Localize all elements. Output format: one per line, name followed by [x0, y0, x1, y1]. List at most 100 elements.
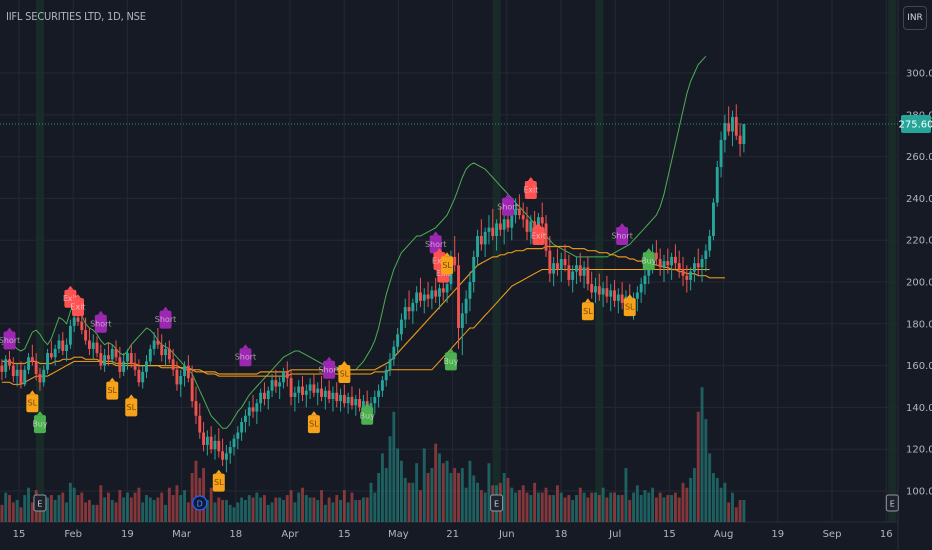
signal-pointer: [432, 231, 439, 236]
candle-body: [639, 284, 643, 293]
volume-bar: [297, 492, 301, 522]
candle-body: [555, 263, 559, 270]
volume-bar: [380, 453, 384, 522]
dividend-marker: [192, 495, 208, 511]
candle-body: [407, 307, 411, 312]
signal-text: SL: [442, 261, 452, 270]
candle-body: [84, 330, 88, 341]
y-tick-label: 300.00: [906, 69, 932, 80]
candle-body: [274, 380, 278, 387]
candle-body: [316, 388, 320, 393]
signal-label-sl: SL: [581, 298, 594, 321]
volume-bar: [438, 453, 441, 522]
candle-body: [270, 380, 274, 391]
volume-bar: [662, 497, 666, 522]
volume-bar: [84, 502, 88, 522]
currency-button[interactable]: INR: [903, 6, 927, 30]
candle-body: [715, 167, 719, 203]
signal-label-buy: Buy: [641, 248, 657, 271]
signal-box: [429, 235, 442, 254]
signal-label-short: Short: [0, 327, 20, 350]
y-tick-label: 160.00: [906, 361, 932, 372]
volume-bar: [533, 482, 537, 522]
x-tick-label: 19: [771, 529, 784, 540]
candle-body: [320, 388, 323, 397]
candle-body: [563, 259, 567, 266]
signal-text: Exit: [531, 232, 546, 241]
volume-bar: [65, 502, 69, 522]
candle-body: [156, 340, 160, 345]
signal-label-sl: SL: [26, 390, 39, 413]
candle-body: [278, 382, 282, 387]
volume-bar: [472, 475, 476, 522]
candle-body: [422, 294, 426, 301]
y-tick-label: 220.00: [906, 236, 932, 247]
candle-body: [103, 355, 107, 366]
signal-box: [3, 331, 16, 350]
candle-body: [255, 403, 259, 412]
volume-bar: [126, 492, 129, 522]
signal-text: Short: [425, 240, 446, 249]
candle-body: [164, 348, 167, 356]
candle-body: [46, 353, 50, 370]
volume-bar: [685, 487, 689, 522]
volume-bar: [597, 495, 601, 522]
candle-body: [323, 390, 327, 397]
candle-body: [183, 365, 186, 377]
session-highlights: [35, 0, 897, 522]
candle-body: [666, 261, 670, 266]
volume-bar: [171, 495, 175, 522]
signal-pointer: [109, 377, 116, 382]
candle-body: [445, 284, 449, 293]
signal-label-buy: Buy: [360, 402, 376, 425]
candle-body: [430, 290, 434, 299]
volume-bar: [27, 487, 30, 522]
signal-pointer: [128, 394, 135, 399]
candle-body: [38, 373, 42, 383]
candle-body: [670, 256, 674, 266]
candle-body: [438, 288, 441, 297]
y-tick-label: 260.00: [906, 152, 932, 163]
volume-bar: [620, 495, 624, 522]
candle-body: [616, 294, 620, 301]
candle-body: [411, 302, 415, 312]
signal-text: SL: [625, 303, 635, 312]
volume-bar: [616, 495, 620, 522]
candle-body: [213, 440, 217, 450]
volume-bar: [137, 487, 141, 522]
candle-body: [285, 371, 289, 379]
x-tick-label: 15: [663, 529, 676, 540]
volume-bar: [282, 499, 285, 522]
candle-body: [0, 365, 4, 372]
candle-body: [377, 390, 381, 397]
candle-body: [34, 361, 38, 374]
signal-text: Buy: [360, 411, 376, 420]
volume-bar: [91, 504, 95, 522]
volume-bar: [731, 492, 734, 522]
signal-label-sl: SL: [106, 377, 119, 400]
event-marker: E: [33, 494, 47, 512]
candle-body: [95, 342, 99, 354]
volume-bar: [80, 492, 84, 522]
volume-bar: [49, 495, 53, 522]
candle-body: [479, 236, 483, 245]
highlight-column: [595, 0, 604, 522]
volume-bar: [145, 495, 148, 522]
volume-bar: [205, 499, 209, 522]
volume-bar: [559, 492, 563, 522]
candle-body: [327, 390, 331, 400]
volume-bar: [110, 499, 114, 522]
volume-bar: [369, 482, 373, 522]
time-axis[interactable]: 15 Feb 19 Mar 18 Apr 15 May 21 Jun 18 Jul 15 Aug 19 Sep…: [13, 529, 893, 540]
candle-body: [590, 284, 594, 293]
price-axis[interactable]: 100.00 120.00 140.00 160.00 180.00 200.00 220.…: [899, 69, 932, 498]
volume-bar: [8, 495, 11, 522]
signal-box: [441, 256, 454, 275]
volume-bar: [479, 490, 483, 522]
candle-body: [339, 394, 343, 402]
signal-box: [159, 310, 172, 329]
candle-body: [194, 401, 198, 416]
candle-body: [399, 319, 403, 335]
volume-bar: [361, 497, 365, 522]
